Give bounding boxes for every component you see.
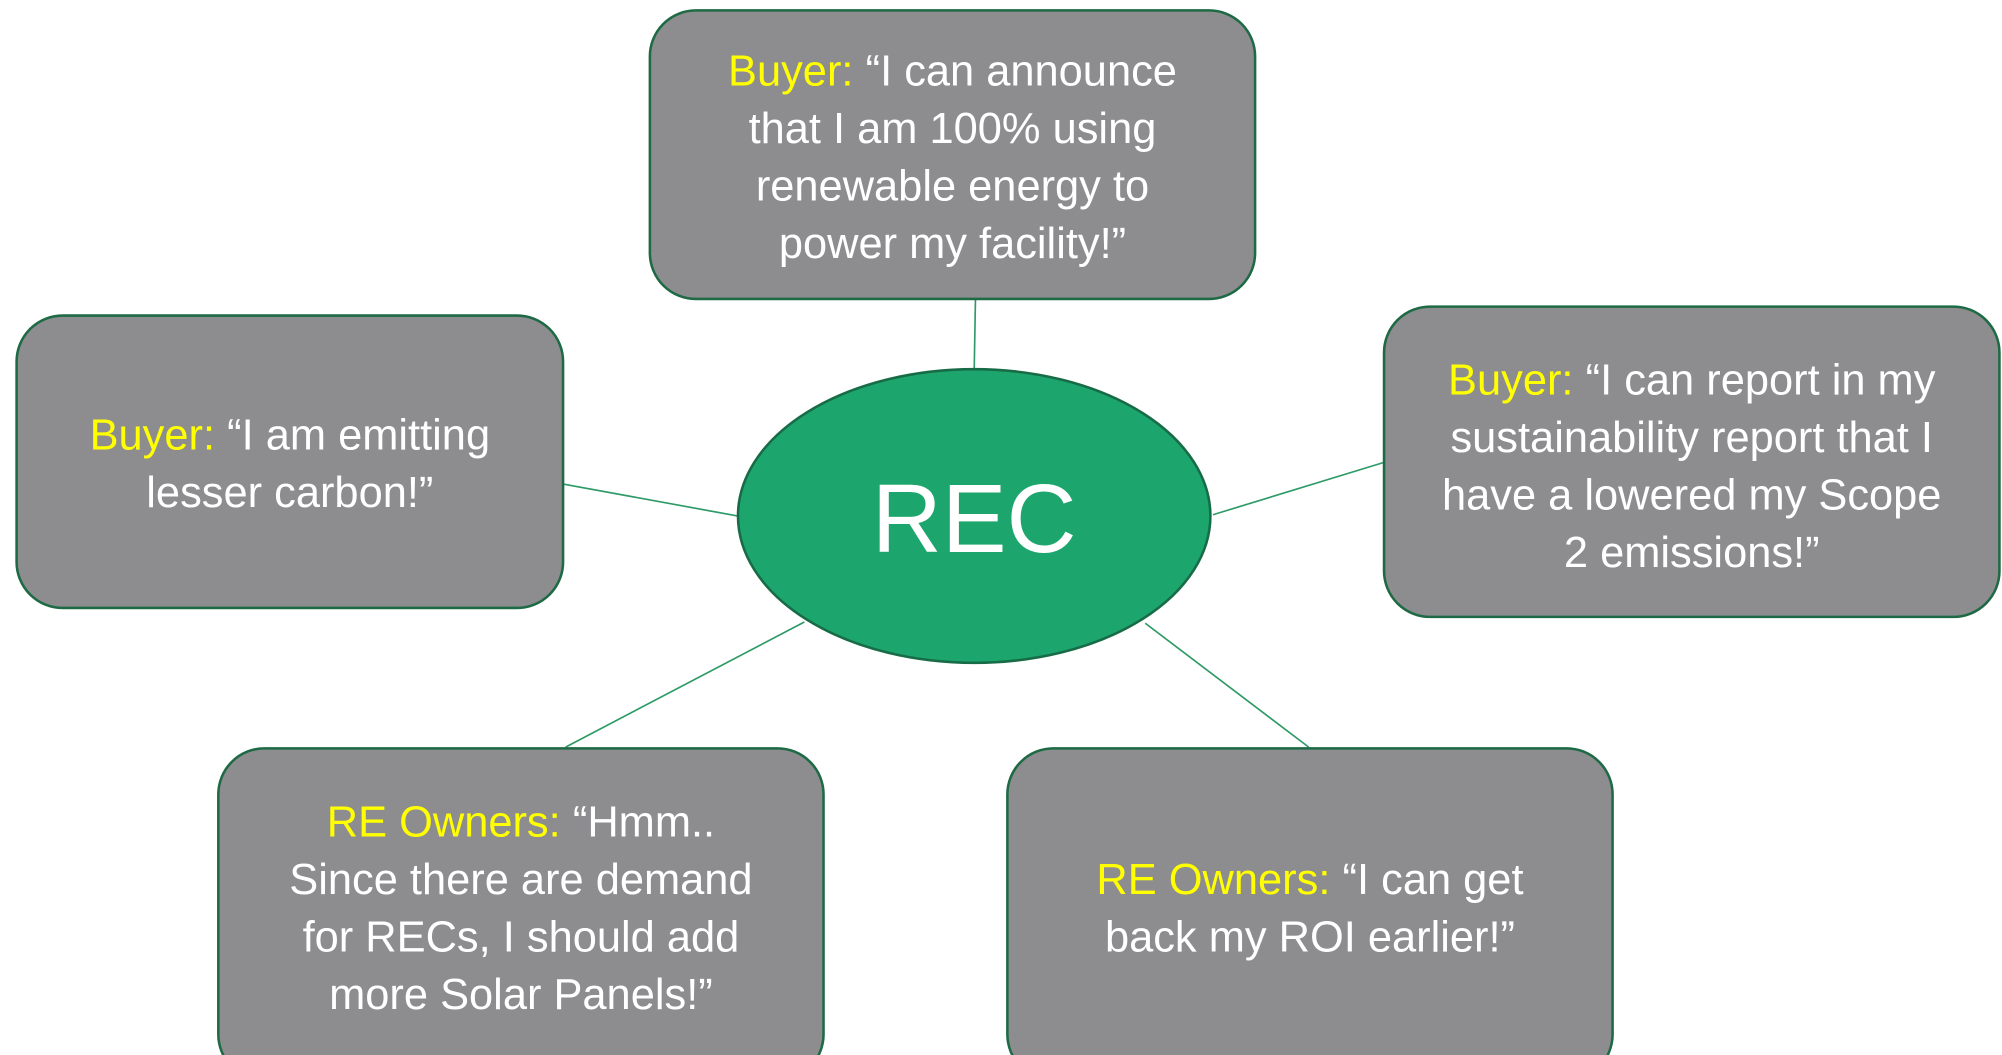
node-quote: sustainability report that I	[1450, 414, 1933, 462]
node-quote: for RECs, I should add	[303, 913, 740, 961]
node-quote: have a lowered my Scope	[1442, 472, 1941, 520]
node-box	[1006, 747, 1614, 1055]
connector	[562, 483, 739, 517]
node-quote: “I can report in my	[1586, 357, 1936, 405]
node-quote: “I am emitting	[227, 412, 490, 460]
node-role: Buyer:	[90, 412, 215, 460]
node-text: renewable energy to	[756, 163, 1149, 211]
node-quote: lesser carbon!”	[146, 469, 433, 517]
node-role: Buyer:	[728, 48, 853, 96]
node-text: power my facility!”	[779, 220, 1126, 268]
node-text: Buyer: “I can report in my	[1448, 357, 1936, 405]
node-quote: “Hmm..	[573, 798, 715, 846]
node-box	[648, 9, 1257, 301]
node-box	[15, 314, 565, 610]
node-role: RE Owners:	[1096, 856, 1330, 904]
node-quote: back my ROI earlier!”	[1105, 913, 1515, 961]
node-text: RE Owners: “I can get	[1096, 856, 1523, 904]
node-role: RE Owners:	[327, 798, 561, 846]
node-quote: 2 emissions!”	[1564, 529, 1820, 577]
node-text: have a lowered my Scope	[1442, 472, 1941, 520]
node-text: back my ROI earlier!”	[1105, 913, 1515, 961]
node-text: lesser carbon!”	[146, 469, 433, 517]
connector	[565, 621, 805, 748]
node-quote: more Solar Panels!”	[329, 971, 713, 1019]
node-text: Buyer: “I can announce	[728, 48, 1177, 96]
node-text: RE Owners: “Hmm..	[327, 798, 715, 846]
connector	[1144, 622, 1310, 748]
node-quote: Since there are demand	[289, 856, 752, 904]
node-box	[217, 747, 825, 1055]
connector	[973, 298, 977, 371]
node-box	[1382, 305, 2001, 619]
node-text: that I am 100% using	[749, 105, 1157, 153]
node-quote: renewable energy to	[756, 163, 1149, 211]
node-role: Buyer:	[1448, 357, 1573, 405]
center-label: REC	[872, 464, 1077, 573]
node-quote: power my facility!”	[779, 220, 1126, 268]
node-text: 2 emissions!”	[1564, 529, 1820, 577]
node-text: more Solar Panels!”	[329, 971, 713, 1019]
node-text: Buyer: “I am emitting	[90, 412, 491, 460]
node-quote: “I can get	[1343, 856, 1524, 904]
connector	[1212, 461, 1385, 516]
node-text: for RECs, I should add	[303, 913, 740, 961]
node-text: sustainability report that I	[1450, 414, 1933, 462]
center-node	[736, 367, 1212, 665]
node-text: Since there are demand	[289, 856, 752, 904]
node-quote: “I can announce	[866, 48, 1177, 96]
node-quote: that I am 100% using	[749, 105, 1157, 153]
